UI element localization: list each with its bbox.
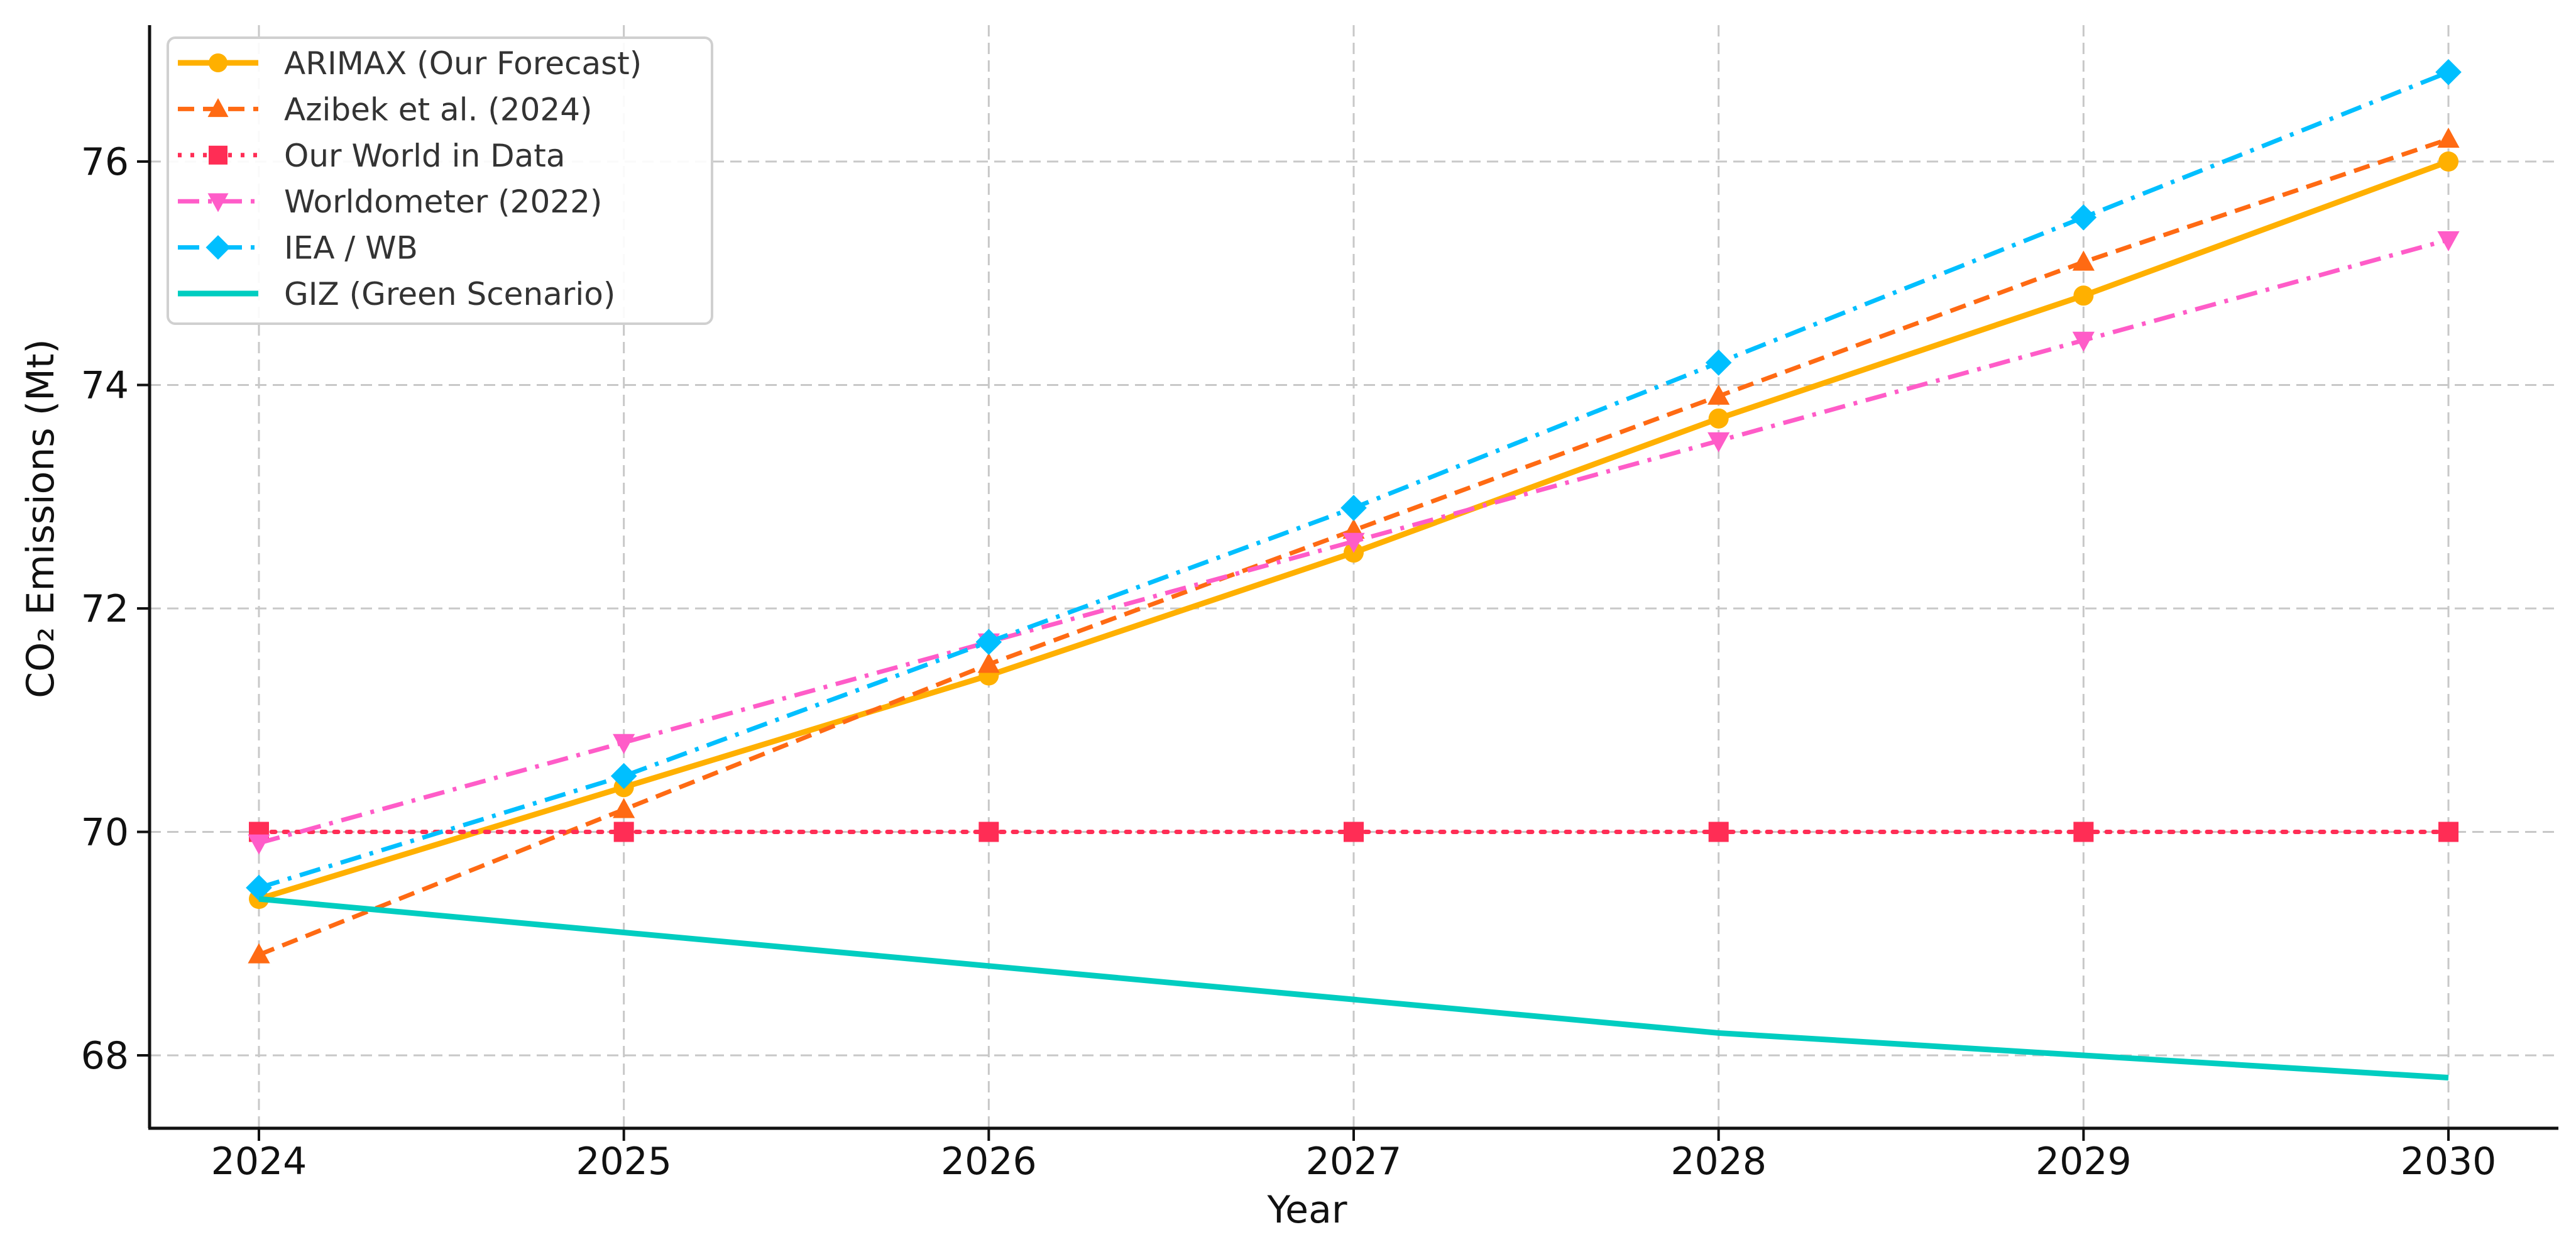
triangle-up-marker bbox=[977, 652, 1000, 673]
y-axis-ticks: 68 70 72 74 76 bbox=[81, 140, 150, 1078]
triangle-down-marker bbox=[1707, 432, 1730, 453]
triangle-up-marker bbox=[207, 98, 229, 118]
series-lines bbox=[246, 59, 2462, 1081]
square-marker bbox=[978, 822, 999, 842]
legend-item: GIZ (Green Scenario) bbox=[178, 276, 615, 312]
square-marker bbox=[1344, 822, 1364, 842]
y-tick-label: 76 bbox=[81, 140, 129, 184]
legend-item: Worldometer (2022) bbox=[178, 184, 602, 220]
triangle-down-marker bbox=[248, 834, 270, 855]
square-marker bbox=[613, 822, 634, 842]
series-line bbox=[258, 896, 2449, 1081]
triangle-up-marker bbox=[1707, 384, 1730, 405]
legend: ARIMAX (Our Forecast) Azibek et al. (2024… bbox=[167, 36, 713, 325]
triangle-down-marker bbox=[1342, 532, 1365, 553]
legend-label: Worldometer (2022) bbox=[284, 184, 602, 220]
circle-marker bbox=[2073, 285, 2094, 306]
x-axis-label: Year bbox=[1266, 1188, 1347, 1232]
x-tick-label: 2024 bbox=[211, 1140, 307, 1184]
square-marker bbox=[2438, 822, 2459, 842]
triangle-up-marker bbox=[2437, 128, 2460, 148]
diamond-marker bbox=[2070, 204, 2097, 231]
y-tick-label: 70 bbox=[81, 811, 129, 855]
y-tick-label: 74 bbox=[81, 364, 129, 408]
square-marker bbox=[2073, 822, 2094, 842]
legend-label: GIZ (Green Scenario) bbox=[284, 276, 615, 312]
diamond-marker bbox=[1340, 495, 1367, 521]
triangle-up-marker bbox=[613, 798, 635, 818]
x-tick-label: 2027 bbox=[1306, 1140, 1402, 1184]
diamond-marker bbox=[610, 762, 637, 789]
legend-item: IEA / WB bbox=[178, 230, 418, 267]
triangle-down-marker bbox=[2437, 231, 2460, 251]
legend-label: Our World in Data bbox=[284, 138, 566, 174]
square-marker bbox=[1708, 822, 1729, 842]
diamond-marker bbox=[1705, 349, 1732, 376]
triangle-down-marker bbox=[207, 193, 229, 212]
y-axis-label: CO₂ Emissions (Mt) bbox=[19, 339, 63, 698]
y-tick-label: 72 bbox=[81, 587, 129, 631]
diamond-marker bbox=[246, 874, 272, 901]
series-our-world-in-data bbox=[249, 822, 2459, 842]
legend-label: ARIMAX (Our Forecast) bbox=[284, 45, 642, 82]
y-tick-label: 68 bbox=[81, 1034, 129, 1078]
legend-label: Azibek et al. (2024) bbox=[284, 91, 593, 128]
diamond-marker bbox=[2435, 59, 2462, 85]
legend-label: IEA / WB bbox=[284, 230, 418, 267]
diamond-marker bbox=[206, 235, 231, 260]
circle-marker bbox=[1708, 408, 1729, 429]
square-marker bbox=[209, 145, 227, 165]
triangle-down-marker bbox=[2072, 331, 2095, 352]
circle-marker bbox=[209, 53, 227, 72]
x-axis-ticks: 2024 2025 2026 2027 2028 2029 2030 bbox=[211, 1128, 2497, 1184]
legend-item: Our World in Data bbox=[178, 138, 566, 174]
legend-box bbox=[167, 36, 713, 325]
x-tick-label: 2025 bbox=[576, 1140, 672, 1184]
x-tick-label: 2030 bbox=[2401, 1140, 2497, 1184]
circle-marker bbox=[2438, 151, 2459, 172]
legend-item: ARIMAX (Our Forecast) bbox=[178, 45, 642, 82]
series-giz-green-scenario bbox=[258, 896, 2449, 1081]
triangle-down-marker bbox=[613, 734, 635, 754]
x-tick-label: 2028 bbox=[1670, 1140, 1767, 1184]
series-azibek-et-al-2024 bbox=[248, 128, 2460, 964]
legend-item: Azibek et al. (2024) bbox=[178, 91, 593, 128]
series-iea-wb bbox=[246, 59, 2462, 901]
x-tick-label: 2029 bbox=[2036, 1140, 2132, 1184]
diamond-marker bbox=[975, 629, 1002, 656]
triangle-up-marker bbox=[248, 943, 270, 964]
x-tick-label: 2026 bbox=[941, 1140, 1037, 1184]
triangle-up-marker bbox=[2072, 250, 2095, 271]
